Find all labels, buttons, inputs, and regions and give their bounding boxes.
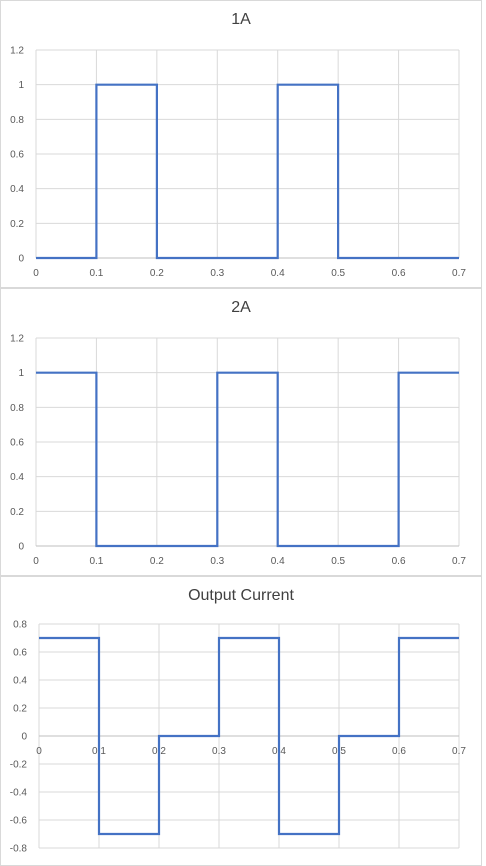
y-tick-label: 0 [18,254,24,265]
y-tick-label: 1 [18,368,24,379]
y-tick-label: -0.8 [10,844,28,855]
x-tick-label: 0.2 [150,268,164,279]
y-tick-label: 0.6 [13,648,27,659]
series-line [36,83,459,260]
y-tick-label: 0.4 [10,184,24,195]
y-tick-label: -0.2 [10,760,28,771]
y-tick-label: 1.2 [10,334,24,345]
x-tick-label: 0 [36,746,42,757]
y-tick-label: 0.6 [10,438,24,449]
x-tick-label: 0.6 [392,268,406,279]
y-tick-label: 1 [18,80,24,91]
x-tick-label: 0.1 [89,556,103,567]
y-tick-label: 0.2 [13,704,27,715]
y-tick-label: 0.8 [10,403,24,414]
x-tick-label: 0 [33,556,39,567]
y-tick-label: 0.4 [10,472,24,483]
y-tick-label: 0.6 [10,150,24,161]
x-tick-label: 0.7 [452,268,466,279]
plot-area: 0 0.2 0.4 0.6 0.8 1 1.2 0 0.1 0.2 0.3 0.4 0.5 0.6 0.7 [10,46,466,280]
y-tick-label: -0.6 [10,816,28,827]
x-tick-label: 0.5 [331,268,345,279]
x-tick-label: 0.6 [392,556,406,567]
y-tick-label: 0.8 [10,115,24,126]
x-tick-label: 0.6 [392,746,406,757]
x-tick-label: 0.7 [452,746,466,757]
chart-title: 2A [231,299,251,316]
x-tick-label: 0.1 [89,268,103,279]
plot-area: 0 0.2 0.4 0.6 0.8 1 1.2 0 0.1 0.2 0.3 0.4 0.5 0.6 0.7 [10,334,466,568]
chart-1a: 1A 0 0.2 0.4 0.6 0.8 1 1.2 0 0.1 0.2 0.3 0.4 0.5 0.6 0… [0,0,482,288]
chart-title: Output Current [188,587,294,604]
x-tick-label: 0.5 [331,556,345,567]
x-tick-label: 0.3 [210,268,224,279]
series-line [36,371,459,548]
chart-2a: 2A 0 0.2 0.4 0.6 0.8 1 1.2 0 0.1 0.2 0.3 0.4 0.5 0.6 0… [0,288,482,576]
y-tick-label: -0.4 [10,788,28,799]
y-tick-label: 0.8 [13,620,27,631]
y-tick-label: 0 [21,732,27,743]
y-tick-label: 0.2 [10,219,24,230]
x-tick-label: 0 [33,268,39,279]
x-tick-label: 0.7 [452,556,466,567]
x-tick-label: 0.3 [210,556,224,567]
x-tick-label: 0.2 [150,556,164,567]
x-tick-label: 0.4 [271,268,285,279]
plot-area: -0.8-0.6-0.4-0.200.20.40.60.80 0.1 0.2 0.3 0… [10,620,467,855]
chart-title: 1A [231,11,251,28]
y-tick-label: 0.4 [13,676,27,687]
y-tick-label: 1.2 [10,46,24,57]
y-tick-label: 0 [18,542,24,553]
x-tick-label: 0.3 [212,746,226,757]
series-line [39,636,459,836]
y-tick-label: 0.2 [10,507,24,518]
x-tick-label: 0.4 [271,556,285,567]
chart-output-current: Output Current -0.8 -0.6 -0.4 -0.2 0 0.2 0.4 0.… [0,576,482,866]
